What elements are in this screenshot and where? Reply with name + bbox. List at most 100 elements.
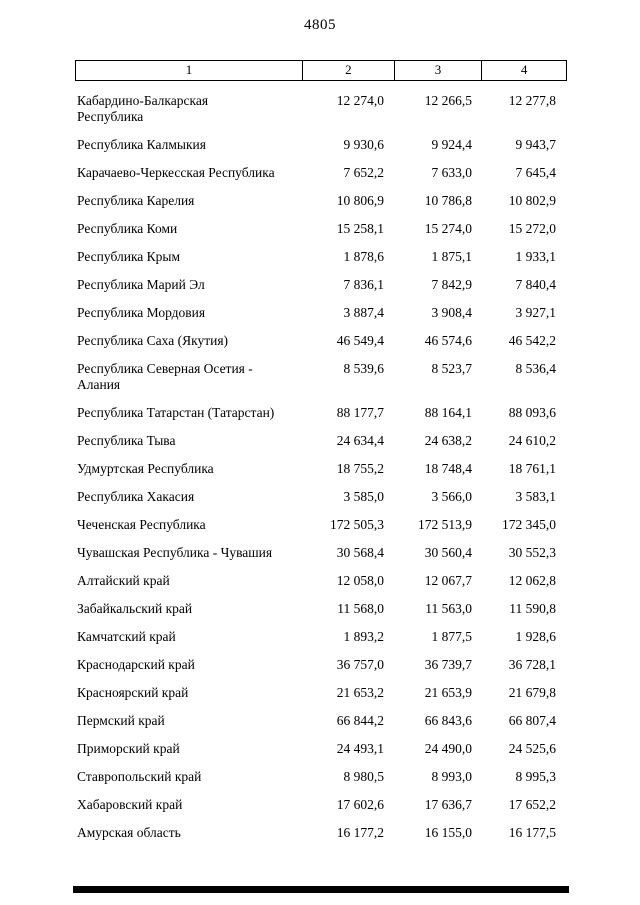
value-cell: 30 560,4 bbox=[424, 545, 472, 560]
region-name: Республика Карелия bbox=[77, 193, 195, 208]
table-row: Республика Татарстан (Татарстан) 88 177,7… bbox=[75, 399, 567, 427]
region-name: Забайкальский край bbox=[77, 601, 193, 616]
table-row: Камчатский край 1 893,2 1 877,5 1 928,6 bbox=[75, 623, 567, 651]
table-header-row: 1 2 3 4 bbox=[75, 60, 567, 81]
region-name: Хабаровский край bbox=[77, 797, 183, 812]
value-cell: 3 566,0 bbox=[431, 489, 473, 504]
region-name: Республика Хакасия bbox=[77, 489, 195, 504]
region-name: Республика Северная Осетия - Алания bbox=[77, 361, 253, 392]
value-cell: 12 058,0 bbox=[336, 573, 384, 588]
table-body: Кабардино-Балкарская Республика 12 274,0 1… bbox=[75, 87, 567, 847]
value-cell: 12 277,8 bbox=[508, 93, 556, 108]
value-cell: 66 844,2 bbox=[336, 713, 384, 728]
value-cell: 12 274,0 bbox=[336, 93, 384, 108]
value-cell: 3 887,4 bbox=[343, 305, 385, 320]
value-cell: 1 878,6 bbox=[343, 249, 385, 264]
value-cell: 15 258,1 bbox=[336, 221, 384, 236]
value-cell: 3 908,4 bbox=[431, 305, 473, 320]
value-cell: 10 786,8 bbox=[424, 193, 472, 208]
value-cell: 66 843,6 bbox=[424, 713, 472, 728]
value-cell: 1 933,1 bbox=[515, 249, 557, 264]
table-row: Кабардино-Балкарская Республика 12 274,0 1… bbox=[75, 87, 567, 131]
value-cell: 30 568,4 bbox=[336, 545, 384, 560]
value-cell: 3 583,1 bbox=[515, 489, 557, 504]
value-cell: 1 928,6 bbox=[515, 629, 557, 644]
value-cell: 16 177,5 bbox=[508, 825, 556, 840]
data-table: 1 2 3 4 Кабардино-Балкарская Республика 1… bbox=[75, 60, 567, 847]
value-cell: 24 610,2 bbox=[508, 433, 556, 448]
value-cell: 18 755,2 bbox=[336, 461, 384, 476]
table-row: Хабаровский край 17 602,6 17 636,7 17 652,2 bbox=[75, 791, 567, 819]
value-cell: 8 980,5 bbox=[343, 769, 385, 784]
value-cell: 8 536,4 bbox=[515, 361, 557, 376]
value-cell: 9 943,7 bbox=[515, 137, 557, 152]
table-row: Республика Мордовия 3 887,4 3 908,4 3 927,1 bbox=[75, 299, 567, 327]
table-row: Республика Марий Эл 7 836,1 7 842,9 7 840,4 bbox=[75, 271, 567, 299]
table-row: Республика Хакасия 3 585,0 3 566,0 3 583,1 bbox=[75, 483, 567, 511]
value-cell: 88 164,1 bbox=[424, 405, 472, 420]
value-cell: 7 842,9 bbox=[431, 277, 473, 292]
region-name: Пермский край bbox=[77, 713, 165, 728]
table-row: Амурская область 16 177,2 16 155,0 16 177,5 bbox=[75, 819, 567, 847]
table-row: Республика Крым 1 878,6 1 875,1 1 933,1 bbox=[75, 243, 567, 271]
table-row: Забайкальский край 11 568,0 11 563,0 11 590… bbox=[75, 595, 567, 623]
region-name: Республика Калмыкия bbox=[77, 137, 206, 152]
region-name: Чувашская Республика - Чувашия bbox=[77, 545, 273, 560]
table-row: Чувашская Республика - Чувашия 30 568,4 30… bbox=[75, 539, 567, 567]
value-cell: 46 549,4 bbox=[336, 333, 384, 348]
value-cell: 12 062,8 bbox=[508, 573, 556, 588]
value-cell: 17 602,6 bbox=[336, 797, 384, 812]
table-row: Чеченская Республика 172 505,3 172 513,9 17… bbox=[75, 511, 567, 539]
value-cell: 10 806,9 bbox=[336, 193, 384, 208]
value-cell: 1 877,5 bbox=[431, 629, 473, 644]
value-cell: 18 761,1 bbox=[508, 461, 556, 476]
column-header-1: 1 bbox=[76, 61, 304, 80]
value-cell: 17 636,7 bbox=[424, 797, 472, 812]
region-name: Республика Саха (Якутия) bbox=[77, 333, 229, 348]
table-row: Ставропольский край 8 980,5 8 993,0 8 995,3 bbox=[75, 763, 567, 791]
value-cell: 1 875,1 bbox=[431, 249, 473, 264]
table-row: Краснодарский край 36 757,0 36 739,7 36 728… bbox=[75, 651, 567, 679]
value-cell: 172 345,0 bbox=[502, 517, 556, 532]
table-row: Карачаево-Черкесская Республика 7 652,2 7 … bbox=[75, 159, 567, 187]
value-cell: 3 927,1 bbox=[515, 305, 557, 320]
region-name: Республика Крым bbox=[77, 249, 181, 264]
region-name: Приморский край bbox=[77, 741, 180, 756]
table-row: Республика Саха (Якутия) 46 549,4 46 574,6… bbox=[75, 327, 567, 355]
value-cell: 66 807,4 bbox=[508, 713, 556, 728]
table-row: Удмуртская Республика 18 755,2 18 748,4 18 … bbox=[75, 455, 567, 483]
value-cell: 88 093,6 bbox=[508, 405, 556, 420]
value-cell: 36 757,0 bbox=[336, 657, 384, 672]
value-cell: 9 924,4 bbox=[431, 137, 473, 152]
value-cell: 11 568,0 bbox=[337, 601, 384, 616]
table-row: Республика Тыва 24 634,4 24 638,2 24 610,2 bbox=[75, 427, 567, 455]
table-row: Республика Калмыкия 9 930,6 9 924,4 9 943,7 bbox=[75, 131, 567, 159]
value-cell: 12 266,5 bbox=[424, 93, 472, 108]
value-cell: 88 177,7 bbox=[336, 405, 384, 420]
value-cell: 7 645,4 bbox=[515, 165, 557, 180]
table-row: Красноярский край 21 653,2 21 653,9 21 679,… bbox=[75, 679, 567, 707]
value-cell: 15 274,0 bbox=[424, 221, 472, 236]
value-cell: 21 679,8 bbox=[508, 685, 556, 700]
value-cell: 7 633,0 bbox=[431, 165, 473, 180]
value-cell: 24 490,0 bbox=[424, 741, 472, 756]
table-row: Пермский край 66 844,2 66 843,6 66 807,4 bbox=[75, 707, 567, 735]
table-row: Республика Коми 15 258,1 15 274,0 15 272,0 bbox=[75, 215, 567, 243]
value-cell: 172 505,3 bbox=[330, 517, 384, 532]
table-row: Республика Северная Осетия - Алания 8 539… bbox=[75, 355, 567, 399]
value-cell: 172 513,9 bbox=[418, 517, 472, 532]
region-name: Кабардино-Балкарская Республика bbox=[77, 93, 209, 124]
value-cell: 36 739,7 bbox=[424, 657, 472, 672]
value-cell: 24 525,6 bbox=[508, 741, 556, 756]
value-cell: 15 272,0 bbox=[508, 221, 556, 236]
table-row: Республика Карелия 10 806,9 10 786,8 10 802… bbox=[75, 187, 567, 215]
region-name: Республика Тыва bbox=[77, 433, 176, 448]
region-name: Амурская область bbox=[77, 825, 181, 840]
value-cell: 30 552,3 bbox=[508, 545, 556, 560]
value-cell: 8 539,6 bbox=[343, 361, 385, 376]
value-cell: 46 574,6 bbox=[424, 333, 472, 348]
region-name: Камчатский край bbox=[77, 629, 176, 644]
region-name: Краснодарский край bbox=[77, 657, 195, 672]
region-name: Удмуртская Республика bbox=[77, 461, 214, 476]
value-cell: 24 638,2 bbox=[424, 433, 472, 448]
